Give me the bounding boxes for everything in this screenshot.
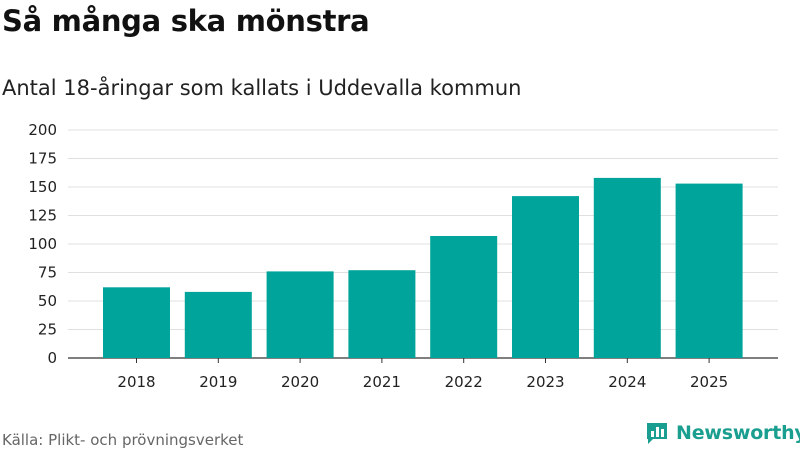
y-tick-label: 100 (28, 235, 57, 253)
x-tick-label: 2023 (526, 373, 564, 391)
bar-2021 (348, 270, 416, 358)
chart-subtitle: Antal 18-åringar som kallats i Uddevalla… (2, 76, 522, 100)
chart-title: Så många ska mönstra (2, 4, 370, 38)
bar-chart-icon (647, 423, 667, 444)
brand-name: Newsworthy (676, 422, 800, 444)
bar-2019 (184, 291, 252, 358)
y-tick-label: 25 (38, 321, 57, 339)
y-tick-label: 200 (28, 121, 57, 139)
y-axis-ticks: 0 25 50 75 100 125 150 175 200 (28, 121, 57, 367)
x-tick-label: 2025 (690, 373, 728, 391)
y-tick-label: 50 (38, 292, 57, 310)
y-tick-label: 150 (28, 178, 57, 196)
y-tick-label: 175 (28, 150, 57, 168)
x-axis-ticks: 2018 2019 2020 2021 2022 2023 2024 2025 (117, 358, 728, 391)
y-tick-label: 0 (47, 349, 57, 367)
x-tick-label: 2024 (608, 373, 646, 391)
bar-2018 (103, 287, 170, 358)
y-tick-label: 125 (28, 207, 57, 225)
x-tick-label: 2022 (445, 373, 483, 391)
y-tick-label: 75 (38, 264, 57, 282)
x-tick-label: 2018 (117, 373, 155, 391)
x-tick-label: 2021 (363, 373, 401, 391)
bar-2020 (266, 271, 334, 358)
x-tick-label: 2020 (281, 373, 319, 391)
bar-2025 (675, 183, 743, 358)
bar-2023 (512, 196, 579, 358)
bar-2022 (430, 236, 498, 358)
x-tick-label: 2019 (199, 373, 237, 391)
bar-2024 (593, 177, 661, 358)
bars (103, 177, 743, 358)
newsworthy-logo: Newsworthy (644, 420, 800, 446)
source-note: Källa: Plikt- och prövningsverket (2, 431, 244, 449)
grid-lines (68, 129, 778, 359)
